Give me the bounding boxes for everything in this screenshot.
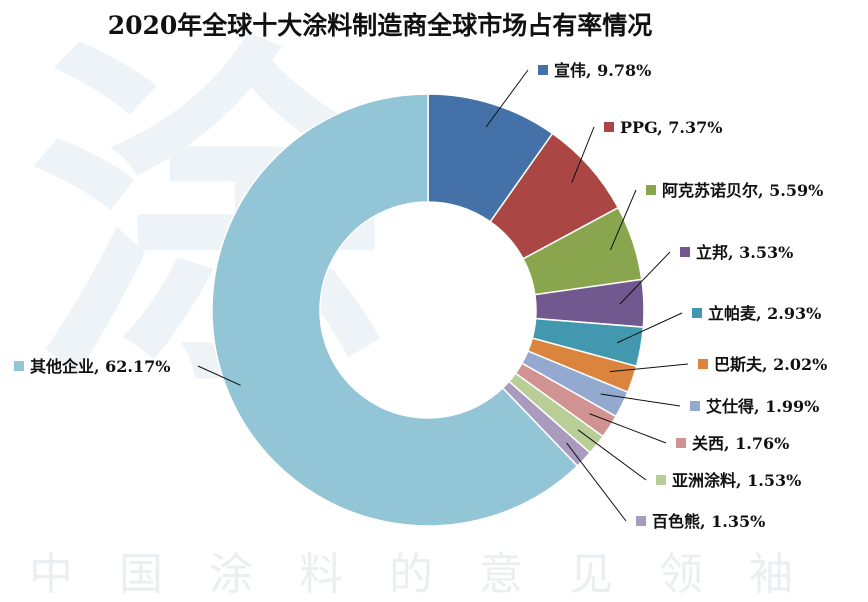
leader-line-1 xyxy=(485,69,529,128)
data-label-6: 巴斯夫, 2.02% xyxy=(714,355,827,374)
data-label-4: 立邦, 3.53% xyxy=(696,243,793,262)
legend-marker-3 xyxy=(646,185,656,195)
legend-marker-2 xyxy=(604,122,614,132)
data-label-11: 其他企业, 62.17% xyxy=(30,357,170,376)
leader-line-6 xyxy=(609,363,689,373)
leader-line-2 xyxy=(571,126,595,183)
leader-line-11 xyxy=(197,365,241,386)
watermark-line: 中国涂料的意见领袖 xyxy=(29,549,839,600)
data-label-3: 阿克苏诺贝尔, 5.59% xyxy=(662,181,823,200)
data-label-5: 立帕麦, 2.93% xyxy=(708,304,821,323)
leader-line-9 xyxy=(577,429,647,481)
data-label-10: 百色熊, 1.35% xyxy=(652,512,765,531)
legend-marker-11 xyxy=(14,361,24,371)
legend-marker-6 xyxy=(698,359,708,369)
leader-line-3 xyxy=(609,189,637,251)
data-label-7: 艾仕得, 1.99% xyxy=(706,397,819,416)
legend-marker-4 xyxy=(680,247,690,257)
chart-title: 2020年全球十大涂料制造商全球市场占有率情况 xyxy=(107,11,653,40)
data-label-2: PPG, 7.37% xyxy=(620,118,722,137)
legend-marker-5 xyxy=(692,308,702,318)
leader-line-4 xyxy=(619,251,671,305)
data-label-1: 宣伟, 9.78% xyxy=(554,61,651,80)
leader-line-5 xyxy=(616,312,683,344)
data-label-8: 关西, 1.76% xyxy=(692,434,789,453)
leader-line-7 xyxy=(600,393,681,407)
legend-marker-8 xyxy=(676,438,686,448)
legend-marker-7 xyxy=(690,401,700,411)
legend-marker-1 xyxy=(538,65,548,75)
leader-line-8 xyxy=(589,413,667,444)
donut-slice-11 xyxy=(211,93,579,527)
leader-line-10 xyxy=(566,442,627,522)
legend-marker-10 xyxy=(636,516,646,526)
legend-marker-9 xyxy=(656,475,666,485)
data-label-9: 亚洲涂料, 1.53% xyxy=(672,471,801,490)
